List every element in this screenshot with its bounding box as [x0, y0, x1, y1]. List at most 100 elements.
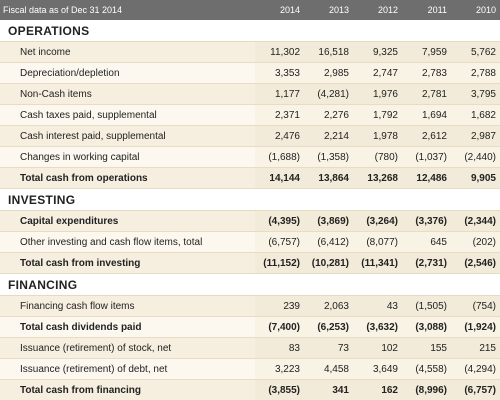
- row-values: 11,302 16,518 9,325 7,959 5,762: [255, 42, 500, 62]
- value-cell: 3,649: [372, 363, 398, 375]
- value-cell: 1,978: [372, 130, 398, 142]
- section-title-investing: INVESTING: [0, 189, 500, 211]
- value-cell: (11,152): [263, 257, 300, 269]
- value-cell: (3,855): [268, 384, 300, 396]
- row-values: 14,144 13,864 13,268 12,486 9,905: [255, 168, 500, 188]
- row-label: Non-Cash items: [20, 88, 92, 100]
- row-label: Net income: [20, 46, 71, 58]
- row-label: Financing cash flow items: [20, 300, 135, 312]
- row-values: (4,395) (3,869) (3,264) (3,376) (2,344): [255, 211, 500, 231]
- value-cell: 16,518: [318, 46, 349, 58]
- value-cell: 43: [386, 300, 398, 312]
- value-cell: (6,253): [317, 321, 349, 333]
- table-row: Issuance (retirement) of debt, net 3,223 4…: [0, 359, 500, 380]
- table-row: Total cash dividends paid (7,400) (6,253) (…: [0, 317, 500, 338]
- table-header: Fiscal data as of Dec 31 2014 2014 2013 …: [0, 0, 500, 20]
- row-values: (7,400) (6,253) (3,632) (3,088) (1,924): [255, 317, 500, 337]
- section-title-financing: FINANCING: [0, 274, 500, 296]
- table-row: Total cash from operations 14,144 13,864 13…: [0, 168, 500, 189]
- row-values: (1,688) (1,358) (780) (1,037) (2,440): [255, 147, 500, 167]
- value-cell: 1,694: [421, 109, 447, 121]
- value-cell: 12,486: [416, 172, 447, 184]
- value-cell: 2,783: [421, 67, 447, 79]
- value-cell: 7,959: [421, 46, 447, 58]
- table-row: Changes in working capital (1,688) (1,358)…: [0, 147, 500, 168]
- value-cell: 645: [430, 236, 447, 248]
- value-cell: (4,558): [415, 363, 447, 375]
- value-cell: 13,864: [318, 172, 349, 184]
- table-row: Total cash from investing (11,152) (10,281…: [0, 253, 500, 274]
- year-header: 2014: [279, 5, 300, 15]
- value-cell: (4,281): [317, 88, 349, 100]
- value-cell: 13,268: [367, 172, 398, 184]
- row-label: Depreciation/depletion: [20, 67, 120, 79]
- value-cell: (3,632): [366, 321, 398, 333]
- value-cell: 1,177: [274, 88, 300, 100]
- value-cell: 1,792: [372, 109, 398, 121]
- table-row: Non-Cash items 1,177 (4,281) 1,976 2,781 3,79…: [0, 84, 500, 105]
- value-cell: (1,688): [268, 151, 300, 163]
- table-row: Financing cash flow items 239 2,063 43 (1,50…: [0, 296, 500, 317]
- table-row: Depreciation/depletion 3,353 2,985 2,747 2,7…: [0, 63, 500, 84]
- value-cell: 1,682: [470, 109, 496, 121]
- value-cell: 2,781: [421, 88, 447, 100]
- value-cell: 2,063: [323, 300, 349, 312]
- row-label: Cash interest paid, supplemental: [20, 130, 166, 142]
- year-headers: 2014 2013 2012 2011 2010: [255, 5, 500, 15]
- fiscal-data-label: Fiscal data as of Dec 31 2014: [3, 5, 123, 15]
- value-cell: (3,869): [317, 215, 349, 227]
- value-cell: (2,731): [415, 257, 447, 269]
- value-cell: (4,294): [464, 363, 496, 375]
- year-header: 2012: [377, 5, 398, 15]
- row-values: 3,353 2,985 2,747 2,783 2,788: [255, 63, 500, 83]
- value-cell: 215: [479, 342, 496, 354]
- year-header: 2010: [475, 5, 496, 15]
- row-values: (6,757) (6,412) (8,077) 645 (202): [255, 232, 500, 252]
- value-cell: 2,788: [470, 67, 496, 79]
- value-cell: 162: [381, 384, 398, 396]
- table-row: Other investing and cash flow items, tot…: [0, 232, 500, 253]
- value-cell: 11,302: [270, 46, 300, 58]
- value-cell: 4,458: [323, 363, 349, 375]
- value-cell: 2,371: [274, 109, 300, 121]
- value-cell: 2,476: [274, 130, 300, 142]
- value-cell: (1,924): [464, 321, 496, 333]
- row-label: Issuance (retirement) of stock, net: [20, 342, 172, 354]
- value-cell: 341: [332, 384, 349, 396]
- row-label: Total cash dividends paid: [20, 321, 142, 333]
- value-cell: (2,344): [464, 215, 496, 227]
- value-cell: 239: [283, 300, 300, 312]
- row-values: 3,223 4,458 3,649 (4,558) (4,294): [255, 359, 500, 379]
- value-cell: (1,505): [415, 300, 447, 312]
- row-values: 239 2,063 43 (1,505) (754): [255, 296, 500, 316]
- value-cell: (3,376): [415, 215, 447, 227]
- row-values: 2,371 2,276 1,792 1,694 1,682: [255, 105, 500, 125]
- value-cell: (8,077): [366, 236, 398, 248]
- value-cell: 9,325: [372, 46, 398, 58]
- value-cell: 83: [288, 342, 300, 354]
- row-label: Capital expenditures: [20, 215, 119, 227]
- value-cell: (8,996): [415, 384, 447, 396]
- value-cell: (7,400): [268, 321, 300, 333]
- value-cell: 102: [381, 342, 398, 354]
- row-label: Other investing and cash flow items, tot…: [20, 236, 203, 248]
- value-cell: (754): [472, 300, 496, 312]
- value-cell: 2,276: [323, 109, 349, 121]
- value-cell: (2,546): [464, 257, 496, 269]
- table-row: Cash interest paid, supplemental 2,476 2,2…: [0, 126, 500, 147]
- value-cell: (6,757): [464, 384, 496, 396]
- row-label: Total cash from financing: [20, 384, 141, 396]
- value-cell: (1,358): [317, 151, 349, 163]
- value-cell: 3,795: [470, 88, 496, 100]
- row-label: Changes in working capital: [20, 151, 140, 163]
- section-title-operations: OPERATIONS: [0, 20, 500, 42]
- value-cell: 2,985: [323, 67, 349, 79]
- value-cell: (6,412): [317, 236, 349, 248]
- year-header: 2011: [427, 5, 447, 15]
- value-cell: (10,281): [311, 257, 349, 269]
- table-row: Total cash from financing (3,855) 341 162 (8…: [0, 380, 500, 400]
- value-cell: (4,395): [268, 215, 300, 227]
- value-cell: 5,762: [470, 46, 496, 58]
- table-row: Cash taxes paid, supplemental 2,371 2,276 1…: [0, 105, 500, 126]
